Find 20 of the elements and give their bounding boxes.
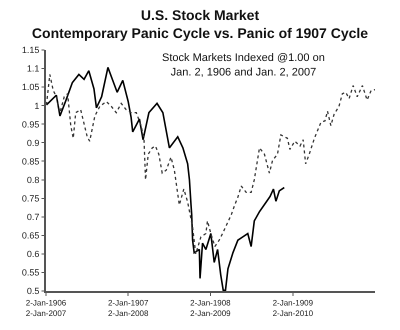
y-tick-label: 0.85 [22,156,40,166]
y-tick-label: 1.05 [22,82,40,92]
text: Stock Markets Indexed @1.00 on Jan. 2, 1906 and Jan. 2, 2007 [162,52,325,78]
y-tick-label: 1 [34,100,40,111]
y-tick-label: 0.5 [26,286,40,296]
y-tick-label: 1.1 [26,64,40,74]
y-tick-label: 0.95 [22,119,40,130]
y-tick-label: 1.15 [22,45,40,56]
y-tick-label: 0.8 [26,174,40,185]
y-tick-label: 0.6 [26,249,40,260]
x-tick-label: 2-Jan-1909 2-Jan-2010 [272,298,314,318]
y-tick-label: 0.9 [26,138,40,148]
x-tick-label: 2-Jan-1908 2-Jan-2009 [190,298,232,318]
y-tick-label: 0.55 [22,268,40,278]
y-tick-label: 0.65 [22,230,40,241]
y-tick-label: 0.7 [26,212,40,222]
x-tick-label: 2-Jan-1906 2-Jan-2007 [26,298,67,318]
chart-title: U.S. Stock Market Contemporary Panic Cycle vs. Panic of 1907 Cycle [32,6,368,41]
y-tick-label: 0.75 [22,193,40,204]
x-tick-label: 2-Jan-1907 2-Jan-2008 [108,298,149,318]
